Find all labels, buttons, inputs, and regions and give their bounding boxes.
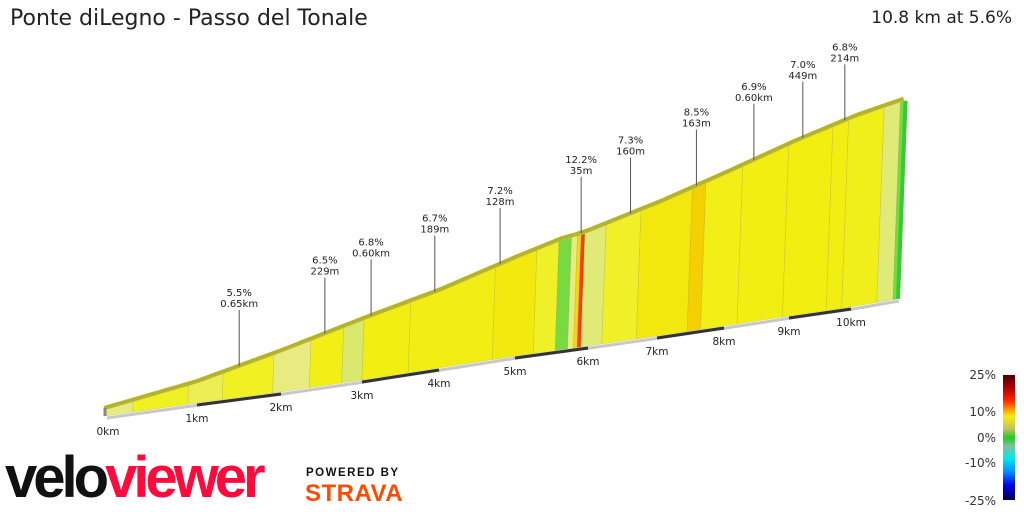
logo-viewer: viewer [105, 445, 266, 510]
annotation-length: 0.65km [220, 299, 258, 310]
annotation-length: 0.60km [352, 249, 390, 260]
annotation-length: 214m [830, 53, 859, 64]
annotation-length: 35m [570, 166, 592, 177]
gradient-segment [635, 188, 693, 340]
gradient-segment [686, 182, 707, 332]
gradient-segment [341, 319, 365, 384]
km-bar [361, 368, 440, 384]
distance-tick-label: 10km [836, 317, 866, 329]
gradient-segment [573, 234, 582, 349]
km-bar [196, 392, 282, 407]
distance-tick-label: 3km [351, 390, 374, 402]
km-bar [514, 346, 589, 360]
distance-tick-label: 7km [646, 346, 669, 358]
end-edge [896, 100, 908, 300]
gradient-segment [532, 241, 560, 354]
distance-tick-label: 1km [186, 413, 209, 425]
annotation-length: 160m [616, 147, 645, 158]
annotation-grade: 7.3% [618, 136, 643, 147]
distance-tick-label: 5km [504, 366, 527, 378]
gradient-segment [221, 354, 275, 401]
annotation-grade: 12.2% [565, 155, 597, 166]
distance-tick-label: 4km [428, 378, 451, 390]
distance-tick-label: 6km [577, 356, 600, 368]
gradient-segment [554, 237, 572, 351]
gradient-segment [601, 210, 642, 345]
annotation-length: 0.60km [735, 93, 773, 104]
annotation-length: 229m [310, 266, 339, 277]
gradient-segment [361, 302, 412, 381]
legend-label: 25% [969, 368, 996, 382]
gradient-segment [580, 224, 607, 348]
gradient-segment [736, 145, 790, 325]
gradient-segment [782, 126, 834, 318]
distance-tick-label: 2km [270, 402, 293, 414]
annotation-grade: 6.8% [832, 42, 857, 53]
gradient-segment [567, 235, 578, 350]
annotation-grade: 8.5% [684, 108, 709, 119]
annotation-grade: 7.0% [790, 60, 815, 71]
annotation-length: 189m [420, 225, 449, 236]
annotation-grade: 6.7% [422, 214, 447, 225]
km-bar [788, 307, 852, 320]
gradient-segment [272, 340, 312, 394]
gradient-segment [187, 373, 224, 405]
annotation-length: 449m [788, 71, 817, 82]
gradient-segment [841, 107, 885, 309]
annotation-length: 163m [682, 119, 711, 130]
climb-summary: 10.8 km at 5.6% [871, 8, 1012, 28]
legend-label: 10% [969, 405, 996, 419]
legend-label: -10% [964, 456, 996, 470]
gradient-segment [700, 166, 744, 330]
gradient-segment [576, 233, 586, 348]
distance-tick-label: 9km [778, 326, 801, 338]
veloviewer-logo[interactable]: veloviewer [5, 445, 266, 510]
gradient-legend-bar [1003, 375, 1015, 500]
gradient-segment [309, 327, 344, 389]
distance-tick-label: 0km [97, 426, 120, 438]
powered-by-label: POWERED BY [306, 467, 400, 479]
profile-top-surface [103, 96, 905, 410]
km-bar [656, 326, 725, 340]
legend-label: 0% [976, 431, 996, 445]
annotation-grade: 7.2% [487, 186, 512, 197]
annotation-grade: 6.5% [312, 255, 337, 266]
strava-logo[interactable]: STRAVA [305, 480, 404, 507]
annotation-length: 128m [486, 197, 515, 208]
gradient-segment [876, 101, 901, 303]
distance-tick-label: 8km [713, 336, 736, 348]
annotation-grade: 5.5% [226, 288, 251, 299]
gradient-segment [825, 120, 849, 311]
logo-velo: velo [5, 445, 109, 510]
gradient-segment [132, 385, 189, 413]
annotation-grade: 6.9% [741, 82, 766, 93]
gradient-segment [104, 401, 134, 417]
climb-title: Ponte diLegno - Passo del Tonale [10, 6, 368, 31]
gradient-segment [491, 250, 538, 360]
legend-label: -25% [964, 494, 996, 508]
annotation-grade: 6.8% [358, 238, 383, 249]
gradient-segment [407, 267, 496, 374]
